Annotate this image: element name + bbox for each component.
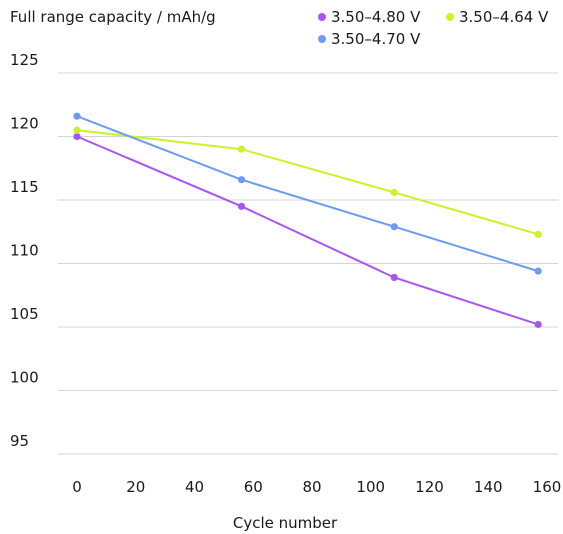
data-point [73, 113, 80, 120]
data-point [391, 223, 398, 230]
data-point [535, 321, 542, 328]
x-tick-label: 160 [533, 478, 562, 496]
data-point [73, 133, 80, 140]
legend-label: 3.50–4.64 V [459, 8, 549, 26]
x-axis-tick-labels: 0 20 40 60 80 100 120 140 160 [72, 478, 561, 496]
x-tick-label: 140 [474, 478, 503, 496]
legend-item: 3.50–4.64 V [446, 8, 549, 26]
x-tick-label: 120 [415, 478, 444, 496]
y-tick-label: 95 [10, 432, 29, 450]
y-axis-label: Full range capacity / mAh/g [10, 8, 216, 26]
data-point [238, 176, 245, 183]
legend-item: 3.50–4.80 V [318, 8, 421, 26]
x-tick-label: 20 [126, 478, 145, 496]
data-point [535, 268, 542, 275]
legend-marker [318, 35, 326, 43]
data-point [391, 189, 398, 196]
series-line [77, 137, 538, 325]
series-line [77, 116, 538, 271]
y-tick-label: 120 [10, 115, 39, 133]
x-axis-label: Cycle number [233, 514, 338, 532]
data-point [73, 127, 80, 134]
x-tick-label: 80 [302, 478, 321, 496]
y-tick-label: 125 [10, 51, 39, 69]
series-2 [73, 127, 541, 238]
y-tick-label: 115 [10, 178, 39, 196]
x-tick-label: 60 [244, 478, 263, 496]
y-tick-label: 100 [10, 369, 39, 387]
data-point [238, 146, 245, 153]
data-point [391, 274, 398, 281]
x-tick-label: 100 [356, 478, 385, 496]
series-1 [73, 133, 541, 328]
y-tick-label: 105 [10, 305, 39, 323]
legend-marker [318, 13, 326, 21]
data-point [238, 203, 245, 210]
x-tick-label: 40 [185, 478, 204, 496]
legend: 3.50–4.80 V 3.50–4.64 V 3.50–4.70 V [318, 8, 549, 48]
grid-lines [58, 73, 558, 454]
data-point [535, 231, 542, 238]
y-axis-tick-labels: 95 100 105 110 115 120 125 [10, 51, 39, 450]
legend-item: 3.50–4.70 V [318, 30, 421, 48]
y-tick-label: 110 [10, 242, 39, 260]
legend-label: 3.50–4.80 V [331, 8, 421, 26]
series-lines [73, 113, 541, 328]
x-tick-label: 0 [72, 478, 82, 496]
legend-label: 3.50–4.70 V [331, 30, 421, 48]
series-line [77, 130, 538, 234]
legend-marker [446, 13, 454, 21]
